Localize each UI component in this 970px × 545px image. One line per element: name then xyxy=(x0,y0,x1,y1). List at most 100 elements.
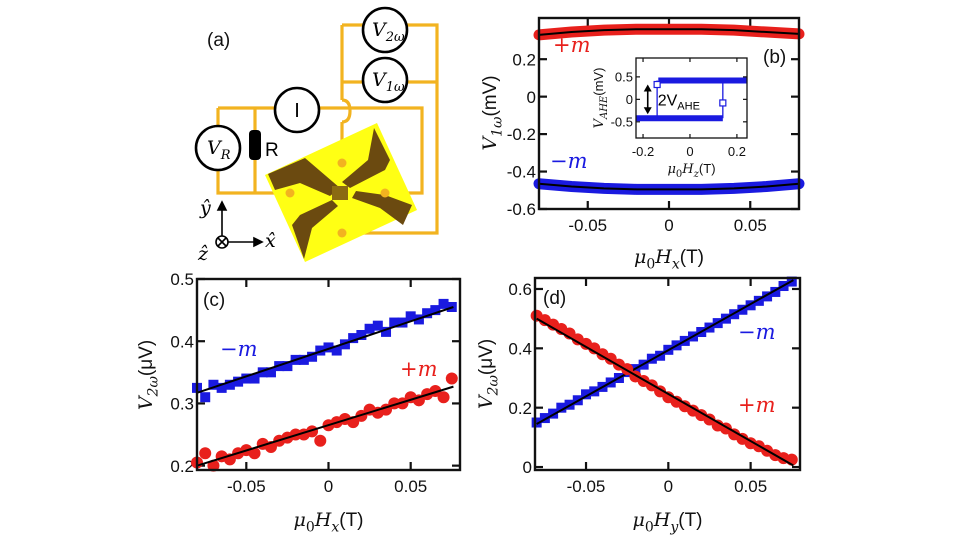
data-point xyxy=(539,413,550,424)
arrow-head-down xyxy=(643,107,652,115)
x-axis-label-part: H xyxy=(314,509,332,531)
contact-top xyxy=(337,158,347,168)
y-tick-label: 0.2 xyxy=(508,399,532,418)
series-minus-m xyxy=(192,298,457,403)
meter-vr-var: V xyxy=(207,137,223,159)
x-tick-label: 0.05 xyxy=(734,477,767,496)
data-point xyxy=(372,320,383,331)
y-axis-label-part: AHE xyxy=(599,95,610,120)
svg-text:V1ω: V1ω xyxy=(372,69,405,95)
meter-vr-sub: R xyxy=(220,148,231,163)
y-axis-label-part: (μV) xyxy=(476,339,497,375)
fit-line xyxy=(196,385,454,467)
panel-label-b: (b) xyxy=(763,47,786,68)
x-axis-label-part: H xyxy=(653,509,671,531)
meter-v1w: V1ω xyxy=(361,56,409,104)
resistor: R xyxy=(249,130,279,161)
data-point xyxy=(216,382,227,393)
data-point xyxy=(581,389,592,400)
y-axis-label-part: 2ω xyxy=(146,376,162,398)
y-axis-label-part: 1ω xyxy=(490,116,506,137)
contact-right xyxy=(380,188,390,198)
y-tick-label: 0.6 xyxy=(508,280,532,299)
x-axis-label-part: H xyxy=(654,246,672,268)
meter-v2w-var: V xyxy=(372,19,388,41)
data-point xyxy=(199,447,212,460)
y-axis-label-part: 2ω xyxy=(486,375,502,397)
y-tick-label: 0.4 xyxy=(508,339,532,358)
x-axis-label-part: x xyxy=(672,257,680,273)
x-tick-label: -0.05 xyxy=(567,477,606,496)
data-point xyxy=(257,367,268,378)
meter-current-label: I xyxy=(294,100,300,122)
data-point xyxy=(753,295,764,306)
fit-line xyxy=(196,306,454,394)
y-axis-label: V1ω(mV) xyxy=(479,75,506,150)
x-axis-label-part: (T) xyxy=(699,161,716,176)
y-axis-label-part: V xyxy=(475,393,497,409)
data-point xyxy=(249,373,260,384)
data-point xyxy=(438,298,449,309)
panel-label-d: (d) xyxy=(543,288,566,309)
x-tick-label: 0 xyxy=(686,144,693,159)
resistor-label: R xyxy=(265,140,279,161)
data-point xyxy=(233,376,244,387)
axis-y-label: ŷ xyxy=(199,197,211,219)
data-point xyxy=(405,311,416,322)
data-point xyxy=(381,326,392,337)
x-axis-label-part: 0 xyxy=(306,520,315,536)
data-point xyxy=(356,329,367,340)
meter-v1w-sub: 1ω xyxy=(386,80,405,95)
x-tick-label: 0.2 xyxy=(728,144,746,159)
fit-line xyxy=(536,317,794,467)
charts: -0.05 0 0.050.20-0.2-0.4-0.6μ0Hx(T)V1ω(mV)… xyxy=(135,16,805,536)
x-axis-label-part: 0 xyxy=(646,257,655,273)
data-point xyxy=(437,391,450,404)
x-axis-label-part: μ xyxy=(293,509,305,531)
x-axis-label-part: z xyxy=(693,169,700,180)
data-point xyxy=(348,333,359,344)
hysteresis-loop: 2VAHE xyxy=(636,77,747,122)
series-label: +m xyxy=(738,393,776,417)
x-axis-label: μ0Hy(T) xyxy=(632,509,702,536)
chart-d: -0.05 0 0.050.60.40.20μ0Hy(T)V2ω(μV)−m+m(d… xyxy=(475,276,802,536)
meter-v1w-var: V xyxy=(372,69,388,91)
series-minus-m xyxy=(531,276,797,428)
fit-curve xyxy=(538,28,800,36)
open-square-marker xyxy=(719,99,727,107)
x-tick-label: 0 xyxy=(664,477,673,496)
annotation-2vahe: 2VAHE xyxy=(658,92,700,112)
x-axis-label: μ0Hx(T) xyxy=(293,509,363,536)
x-axis-label-part: μ xyxy=(632,509,644,531)
y-axis-label-part: V xyxy=(479,135,501,151)
panel-label-a: (a) xyxy=(207,30,230,51)
data-point xyxy=(548,408,559,419)
data-point xyxy=(248,447,261,460)
meter-v2w: V2ω xyxy=(361,6,409,54)
y-tick-label: 0.3 xyxy=(170,395,194,414)
plot-frame xyxy=(537,16,801,211)
data-point xyxy=(224,379,235,390)
x-axis-label-part: (T) xyxy=(678,510,702,531)
series-label: −m xyxy=(550,149,588,173)
series-label: −m xyxy=(738,320,776,344)
panel-label-c: (c) xyxy=(203,290,225,311)
inset-background xyxy=(636,58,747,138)
y-tick-label: 0.4 xyxy=(170,332,194,351)
chip xyxy=(265,123,417,262)
x-tick-label: -0.05 xyxy=(568,216,607,235)
data-point xyxy=(208,379,219,390)
x-tick-label: 0.05 xyxy=(394,477,427,496)
y-tick-label: 0 xyxy=(527,88,536,107)
plot-frame xyxy=(195,277,462,472)
y-tick-label: -0.2 xyxy=(507,125,536,144)
series-plus-m xyxy=(191,372,458,472)
y-tick-label: 0.5 xyxy=(170,270,194,289)
y-axis-label-part: V xyxy=(592,117,607,128)
arrow-head-up xyxy=(643,84,652,92)
x-tick-label: 0.05 xyxy=(734,216,767,235)
x-tick-label: -0.2 xyxy=(632,144,654,159)
meter-vr: VR xyxy=(194,124,242,172)
